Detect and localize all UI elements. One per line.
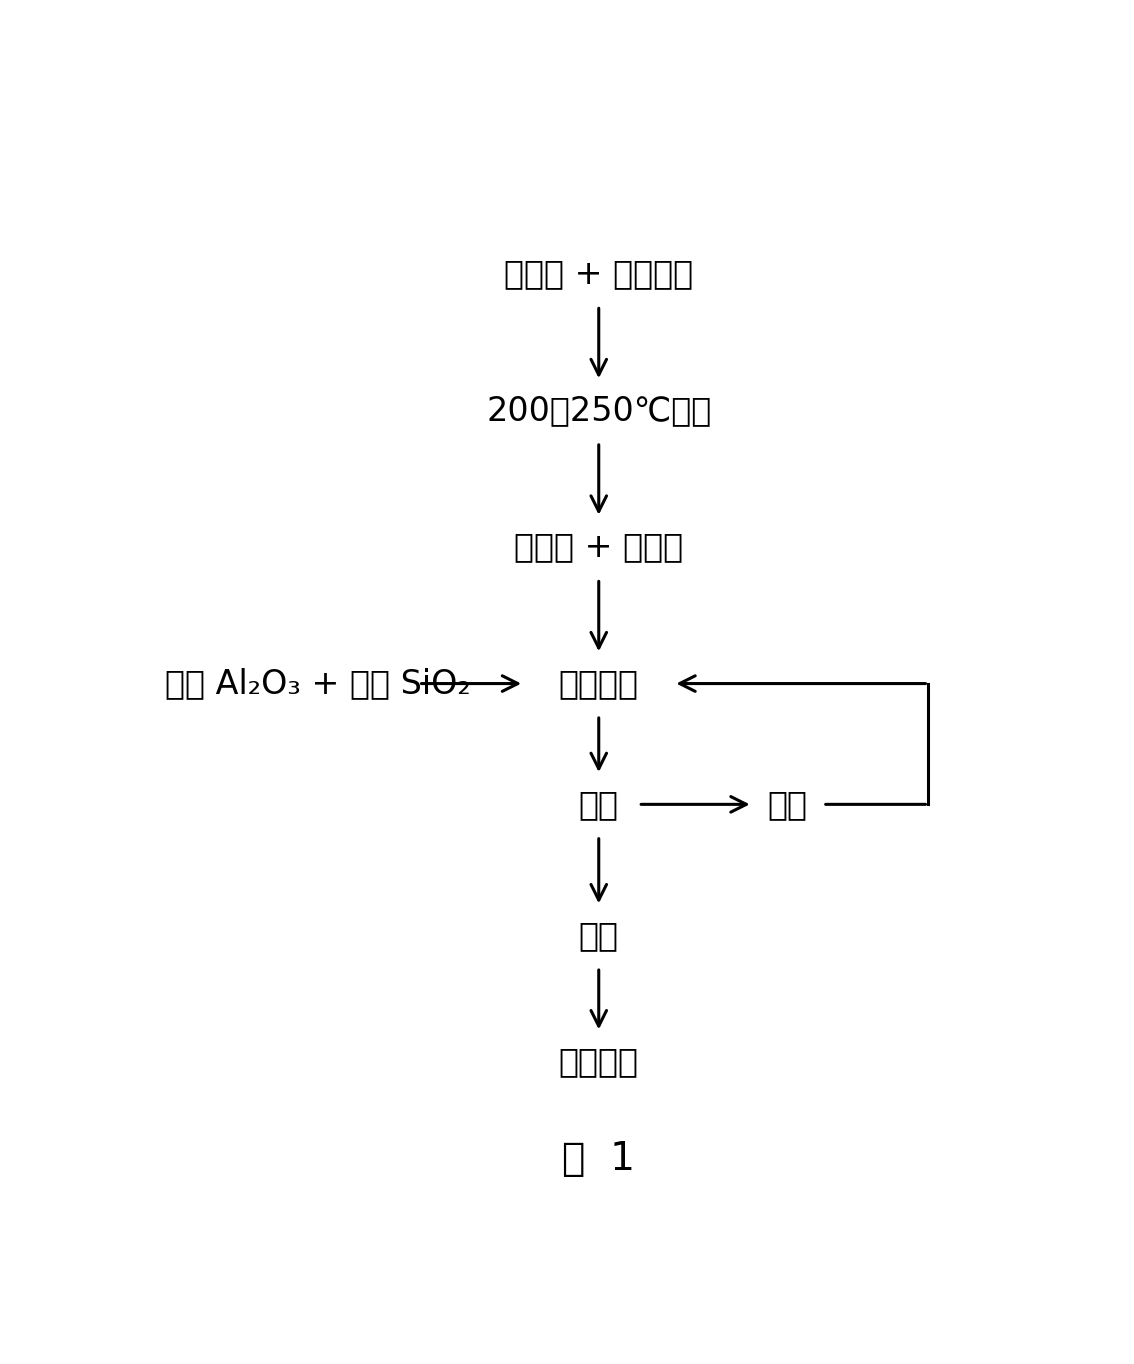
Text: 硅酸钓 + 铝酸钓: 硅酸钓 + 铝酸钓	[514, 531, 684, 563]
Text: 合成晶化: 合成晶化	[559, 667, 638, 700]
Text: 图  1: 图 1	[562, 1140, 635, 1178]
Text: 滤液: 滤液	[768, 788, 807, 821]
Text: 高岭土 + 氮氧化钓: 高岭土 + 氮氧化钓	[505, 258, 693, 291]
Text: 过滤: 过滤	[578, 788, 619, 821]
Text: 包装成品: 包装成品	[559, 1045, 638, 1078]
Text: 干燥: 干燥	[578, 919, 619, 952]
Text: 活性 Al₂O₃ + 活性 SiO₂: 活性 Al₂O₃ + 活性 SiO₂	[164, 667, 471, 700]
Text: 200～250℃焙烧: 200～250℃焙烧	[486, 394, 711, 427]
